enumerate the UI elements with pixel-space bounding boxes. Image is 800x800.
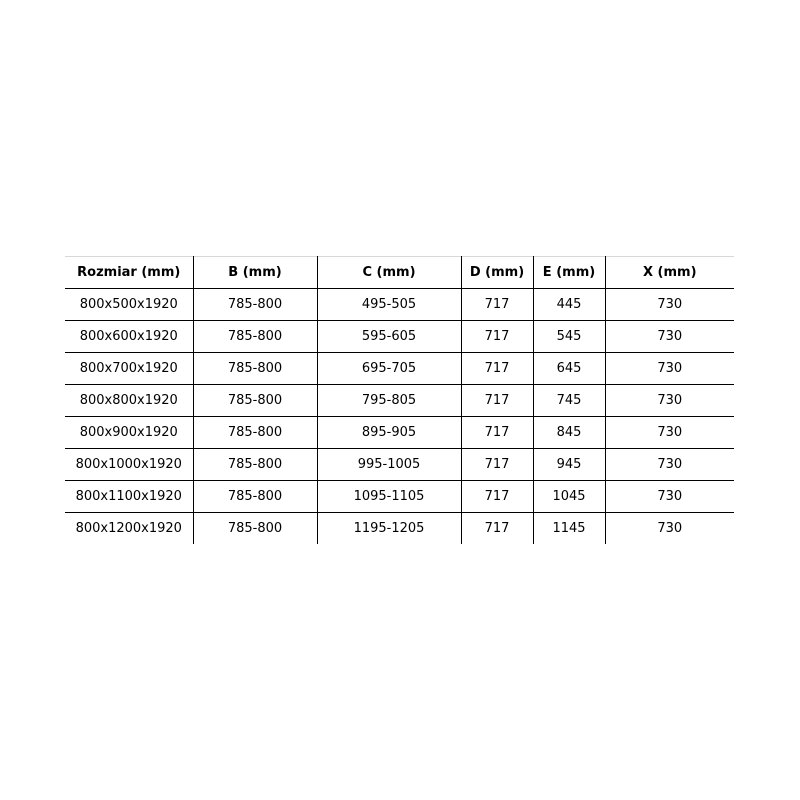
table-cell: 717 [461,480,534,513]
table-cell: 895-905 [317,416,462,449]
table-cell: 745 [533,384,606,417]
table-cell: 1045 [533,480,606,513]
table-cell: 785-800 [193,448,318,481]
table-cell: 945 [533,448,606,481]
table-cell: 785-800 [193,352,318,385]
table-row: 800x1000x1920 785-800 995-1005 717 945 730 [65,448,734,481]
table-cell: 800x1100x1920 [65,480,194,513]
table-cell: 845 [533,416,606,449]
table-row: 800x600x1920 785-800 595-605 717 545 730 [65,320,734,353]
column-header: C (mm) [317,256,462,289]
table-cell: 1195-1205 [317,512,462,544]
table-cell: 717 [461,352,534,385]
table-cell: 645 [533,352,606,385]
table-cell: 995-1005 [317,448,462,481]
table-cell: 730 [605,448,734,481]
table-cell: 785-800 [193,288,318,321]
table-cell: 795-805 [317,384,462,417]
table-row: 800x900x1920 785-800 895-905 717 845 730 [65,416,734,449]
table-cell: 717 [461,416,534,449]
table-cell: 717 [461,448,534,481]
table-cell: 800x700x1920 [65,352,194,385]
table-cell: 730 [657,521,683,536]
table-header-row: Rozmiar (mm) B (mm) C (mm) D (mm) E (mm) X (m… [65,256,734,289]
table-row: 800x800x1920 785-800 795-805 717 745 730 [65,384,734,417]
table-cell: 545 [533,320,606,353]
table-cell: 800x900x1920 [65,416,194,449]
table-cell: 730 [605,480,734,513]
table-cell: 730 [605,352,734,385]
table-row: 800x1100x1920 785-800 1095-1105 717 1045 730 [65,480,734,513]
table-cell: 785-800 [193,320,318,353]
table-cell: 1145 [533,512,606,544]
table-cell: 800x1200x1920 [65,512,194,544]
column-header: E (mm) [533,256,606,289]
table-cell: 730 [605,320,734,353]
column-header: D (mm) [461,256,534,289]
table-cell: 445 [533,288,606,321]
column-header: Rozmiar (mm) [65,256,194,289]
table-cell: 717 [461,384,534,417]
table-cell: 730 [605,416,734,449]
column-header: B (mm) [193,256,318,289]
table-cell: 595-605 [317,320,462,353]
table-cell: 717 [461,288,534,321]
column-header: X (mm) [605,256,734,289]
table-row: 800x1200x1920 785-800 1195-1205 717 1145 730 [65,512,734,544]
table-cell: 785-800 [193,384,318,417]
dimensions-table: Rozmiar (mm) B (mm) C (mm) D (mm) E (mm) X (m… [65,256,734,544]
table-cell: 695-705 [317,352,462,385]
table-cell: 717 [461,320,534,353]
table-cell: 495-505 [317,288,462,321]
table-cell: 800x800x1920 [65,384,194,417]
table-row: 800x700x1920 785-800 695-705 717 645 730 [65,352,734,385]
table-row: 800x500x1920 785-800 495-505 717 445 730 [65,288,734,321]
table-cell: 800x1000x1920 [65,448,194,481]
table-cell: 785-800 [193,512,318,544]
table-cell: 785-800 [193,480,318,513]
table-cell: 800x600x1920 [65,320,194,353]
table-cell: 730 [605,288,734,321]
table-cell: 717 [461,512,534,544]
table-cell: 800x500x1920 [65,288,194,321]
table-cell: 730 [605,384,734,417]
table-cell: 785-800 [193,416,318,449]
table-cell: 1095-1105 [317,480,462,513]
